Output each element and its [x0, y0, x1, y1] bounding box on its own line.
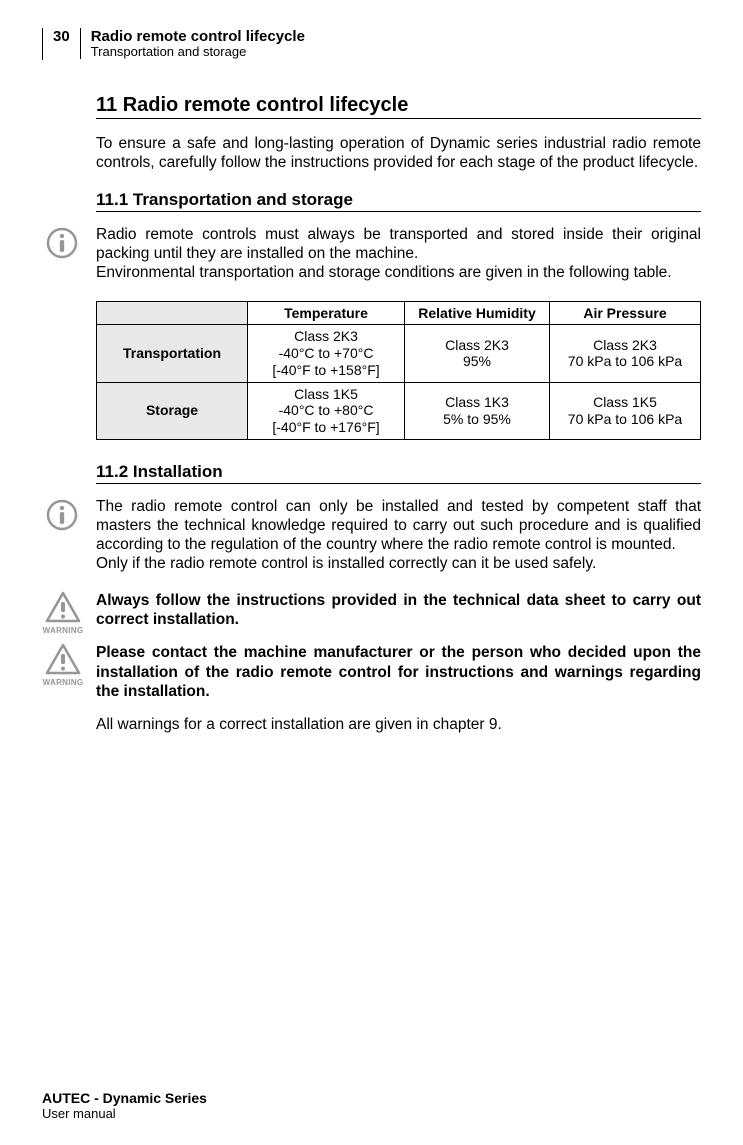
table-row-head: Storage	[97, 382, 248, 439]
table-header-temp: Temperature	[248, 301, 405, 325]
transport-p1: Radio remote controls must always be tra…	[96, 225, 701, 263]
install-p3: All warnings for a correct installation …	[96, 715, 701, 734]
page-header: 30 Radio remote control lifecycle Transp…	[42, 28, 701, 60]
table-header-humidity: Relative Humidity	[405, 301, 550, 325]
warning-icon: WARNING	[42, 643, 84, 687]
table-cell: Class 1K35% to 95%	[405, 382, 550, 439]
page-footer: AUTEC - Dynamic Series User manual	[42, 1090, 207, 1121]
subsection-title-install: 11.2 Installation	[96, 462, 701, 484]
page-content: 11 Radio remote control lifecycle To ens…	[42, 94, 701, 734]
warning-text-1: Always follow the instructions provided …	[96, 591, 701, 629]
install-p2: Only if the radio remote control is inst…	[96, 554, 701, 573]
section-title: 11 Radio remote control lifecycle	[96, 94, 701, 119]
table-row: Storage Class 1K5-40°C to +80°C[-40°F to…	[97, 382, 701, 439]
warning-label: WARNING	[42, 678, 84, 687]
install-p1: The radio remote control can only be ins…	[96, 497, 701, 554]
table-cell: Class 2K395%	[405, 325, 550, 382]
warning-text-2: Please contact the machine manufacturer …	[96, 643, 701, 700]
footer-product: AUTEC - Dynamic Series	[42, 1090, 207, 1106]
warning-block-2: WARNING Please contact the machine manuf…	[96, 643, 701, 700]
page-number: 30	[53, 28, 81, 59]
warning-label: WARNING	[42, 626, 84, 635]
header-titles: Radio remote control lifecycle Transport…	[81, 28, 305, 60]
info-paragraph-install: The radio remote control can only be ins…	[96, 497, 701, 573]
transport-p2: Environmental transportation and storage…	[96, 263, 701, 282]
info-icon	[46, 227, 78, 259]
table-cell: Class 2K3-40°C to +70°C[-40°F to +158°F]	[248, 325, 405, 382]
warning-icon: WARNING	[42, 591, 84, 635]
info-icon	[46, 499, 78, 531]
environmental-table: Temperature Relative Humidity Air Pressu…	[96, 301, 701, 441]
subsection-title-transport: 11.1 Transportation and storage	[96, 190, 701, 212]
table-cell: Class 1K5-40°C to +80°C[-40°F to +176°F]	[248, 382, 405, 439]
table-row-head: Transportation	[97, 325, 248, 382]
footer-doc-type: User manual	[42, 1106, 207, 1121]
header-chapter-title: Radio remote control lifecycle	[91, 28, 305, 45]
header-section-title: Transportation and storage	[91, 45, 305, 60]
table-cell: Class 2K370 kPa to 106 kPa	[549, 325, 700, 382]
info-paragraph-transport: Radio remote controls must always be tra…	[96, 225, 701, 282]
warning-block-1: WARNING Always follow the instructions p…	[96, 591, 701, 629]
section-intro: To ensure a safe and long-lasting operat…	[96, 134, 701, 172]
table-header-row: Temperature Relative Humidity Air Pressu…	[97, 301, 701, 325]
table-header-blank	[97, 301, 248, 325]
table-row: Transportation Class 2K3-40°C to +70°C[-…	[97, 325, 701, 382]
table-header-pressure: Air Pressure	[549, 301, 700, 325]
table-cell: Class 1K570 kPa to 106 kPa	[549, 382, 700, 439]
